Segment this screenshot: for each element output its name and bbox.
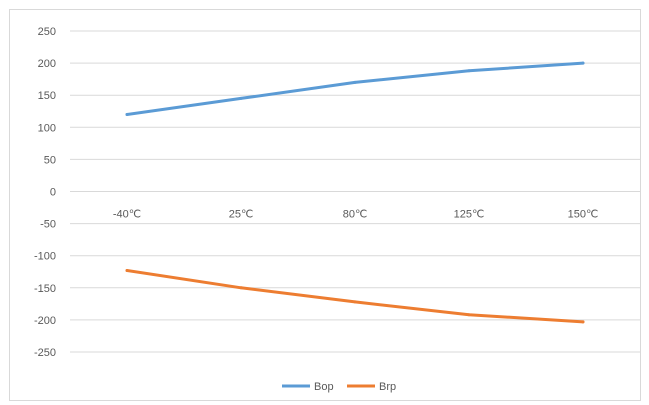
point-bop-4 (581, 61, 585, 65)
y-tick-label-7: -100 (34, 251, 56, 263)
point-bop-3 (467, 69, 471, 73)
y-tick-label-9: -200 (34, 315, 56, 327)
point-brp-2 (353, 300, 357, 304)
point-brp-0 (125, 268, 129, 272)
y-tick-label-4: 50 (44, 154, 56, 166)
point-bop-2 (353, 80, 357, 84)
point-bop-1 (239, 96, 243, 100)
x-tick-label-1: 25℃ (229, 209, 254, 221)
y-tick-label-6: -50 (40, 219, 56, 231)
y-tick-label-8: -150 (34, 283, 56, 295)
legend: Bop Brp (282, 381, 396, 393)
point-bop-0 (125, 112, 129, 116)
point-brp-4 (581, 320, 585, 324)
chart-frame (9, 9, 641, 401)
y-tick-label-3: 100 (38, 122, 56, 134)
legend-label-brp: Brp (379, 381, 396, 393)
point-brp-3 (467, 313, 471, 317)
x-tick-label-2: 80℃ (343, 209, 368, 221)
legend-label-bop: Bop (314, 381, 334, 393)
x-tick-label-0: -40℃ (113, 209, 141, 221)
series-line-brp (125, 268, 585, 324)
y-tick-label-1: 200 (38, 58, 56, 70)
y-tick-label-0: 250 (38, 26, 56, 38)
point-brp-1 (239, 286, 243, 290)
x-axis-tick-labels: -40℃ 25℃ 80℃ 125℃ 150℃ (113, 209, 598, 221)
x-tick-label-3: 125℃ (454, 209, 485, 221)
series-line-bop (125, 61, 585, 116)
series-lines (125, 61, 585, 324)
y-tick-label-10: -250 (34, 347, 56, 359)
y-tick-label-5: 0 (50, 187, 56, 199)
gridlines (70, 30, 640, 353)
y-tick-label-2: 150 (38, 90, 56, 102)
x-tick-label-4: 150℃ (568, 209, 599, 221)
y-axis-tick-labels: 250 200 150 100 50 0 -50 -100 -150 -200 -250 (34, 26, 56, 359)
